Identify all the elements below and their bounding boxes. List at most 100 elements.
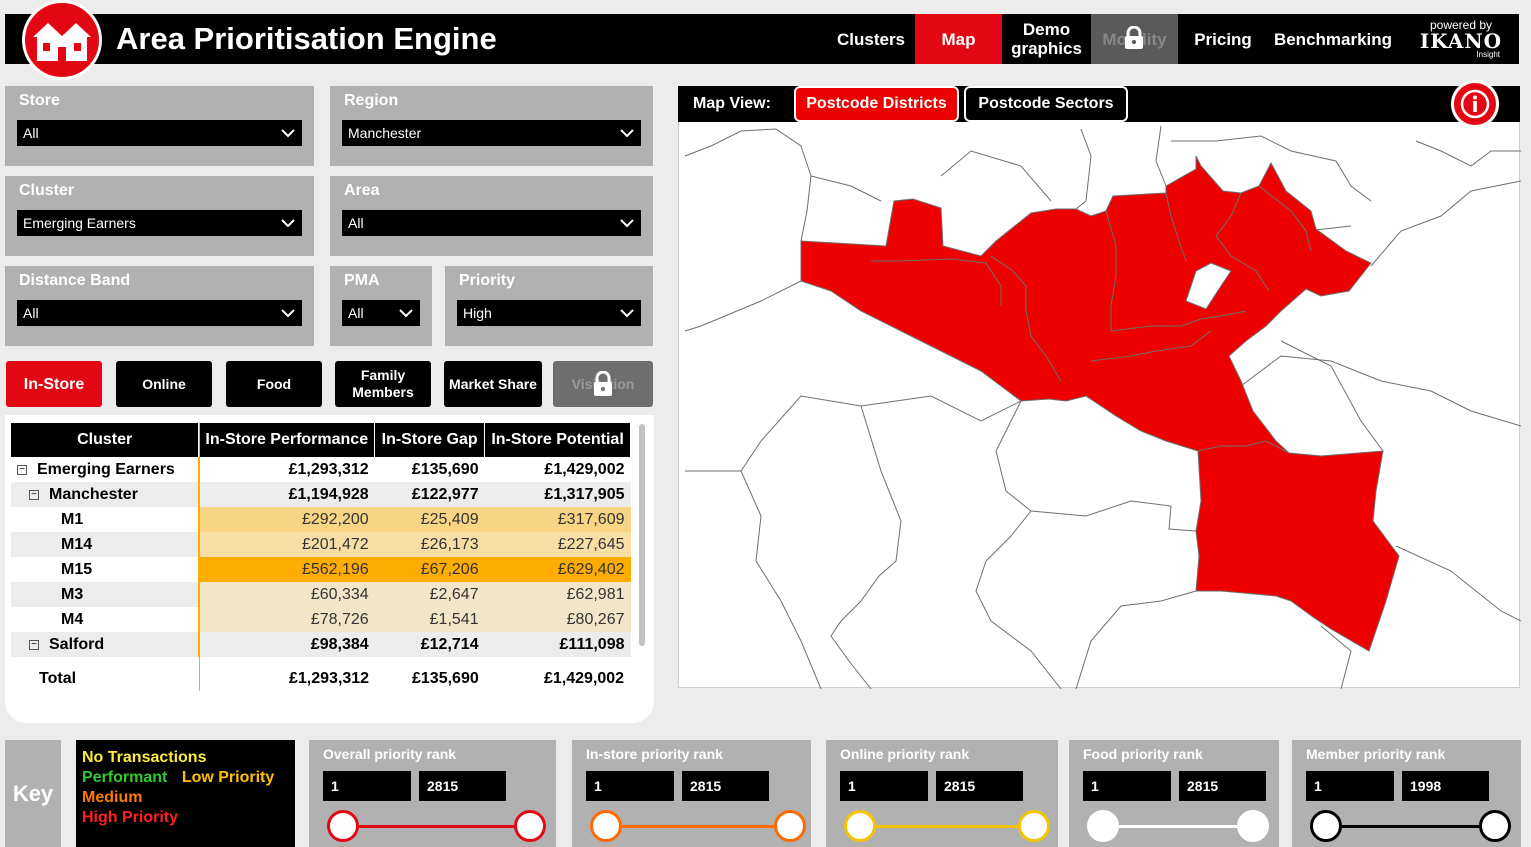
table-row[interactable]: − Salford £98,384 £12,714 £111,098: [11, 632, 631, 657]
collapse-icon[interactable]: −: [29, 639, 39, 650]
legend-no-transactions: No Transactions: [82, 749, 207, 766]
pma-select-value: All: [348, 305, 364, 321]
instore-rank-min-input[interactable]: 1: [586, 771, 674, 801]
table-row[interactable]: M14 £201,472 £26,173 £227,645: [11, 532, 631, 557]
instore-rank-track[interactable]: [605, 825, 790, 828]
key-label: Key: [5, 740, 61, 847]
nav-mobility[interactable]: Mobility: [1091, 14, 1178, 64]
distance-band-select[interactable]: All: [17, 300, 302, 326]
postcode-sectors-button[interactable]: Postcode Sectors: [964, 86, 1128, 122]
instore-rank-max-handle[interactable]: [774, 810, 806, 842]
instore-rank-min-handle[interactable]: [590, 810, 622, 842]
info-icon: [1460, 89, 1490, 119]
total-label: Total: [39, 670, 77, 687]
table-row[interactable]: − Manchester £1,194,928 £122,977 £1,317,9…: [11, 482, 631, 507]
instore-rank-max-input[interactable]: 2815: [682, 771, 769, 801]
food-rank-max-input[interactable]: 2815: [1179, 771, 1266, 801]
row-name: Manchester: [49, 485, 138, 503]
cluster-select-value: Emerging Earners: [23, 215, 136, 231]
collapse-icon[interactable]: −: [17, 464, 27, 475]
nav-benchmarking[interactable]: Benchmarking: [1273, 29, 1393, 49]
row-potential: £80,267: [484, 607, 631, 632]
filter-distance-band-label: Distance Band: [19, 272, 131, 289]
overall-rank-min-input[interactable]: 1: [323, 771, 411, 801]
tab-in-store[interactable]: In-Store: [6, 361, 102, 407]
col-header-potential[interactable]: In-Store Potential: [484, 423, 631, 457]
instore-rank-slider: In-store priority rank 1 2815: [572, 740, 811, 847]
food-rank-min-handle[interactable]: [1087, 810, 1119, 842]
postcode-map[interactable]: [679, 87, 1521, 689]
postcode-districts-button[interactable]: Postcode Districts: [794, 86, 959, 122]
region-select[interactable]: Manchester: [342, 120, 641, 146]
online-rank-max-handle[interactable]: [1018, 810, 1050, 842]
ikano-logo-text: IKANO: [1419, 29, 1503, 53]
app-title: Area Prioritisation Engine: [116, 21, 497, 56]
header-bar: [5, 14, 1519, 64]
filter-priority: Priority High: [445, 266, 653, 346]
filter-pma-label: PMA: [344, 272, 380, 289]
member-rank-track[interactable]: [1325, 825, 1495, 828]
map-view-label: Map View:: [693, 95, 771, 112]
overall-rank-max-input[interactable]: 2815: [419, 771, 506, 801]
row-gap: £1,541: [374, 607, 485, 632]
column-divider: [199, 423, 200, 691]
col-header-cluster[interactable]: Cluster: [11, 423, 200, 457]
table-row[interactable]: M4 £78,726 £1,541 £80,267: [11, 607, 631, 632]
store-select[interactable]: All: [17, 120, 302, 146]
member-rank-max-handle[interactable]: [1479, 810, 1511, 842]
online-rank-max-input[interactable]: 2815: [936, 771, 1023, 801]
member-rank-label: Member priority rank: [1306, 746, 1446, 762]
table-scrollbar[interactable]: [639, 424, 645, 646]
table-row[interactable]: M15 £562,196 £67,206 £629,402: [11, 557, 631, 582]
tab-food[interactable]: Food: [226, 361, 322, 407]
filter-region-label: Region: [344, 92, 399, 109]
overall-rank-track[interactable]: [342, 825, 530, 828]
area-select-value: All: [348, 215, 364, 231]
table-row[interactable]: M3 £60,334 £2,647 £62,981: [11, 582, 631, 607]
legend-medium: Medium: [82, 789, 143, 806]
cluster-select[interactable]: Emerging Earners: [17, 210, 302, 236]
pma-select[interactable]: All: [342, 300, 420, 326]
food-rank-track[interactable]: [1102, 825, 1252, 828]
nav-demographics[interactable]: Demo graphics: [1011, 20, 1082, 58]
food-rank-slider: Food priority rank 1 2815: [1069, 740, 1279, 847]
nav-map[interactable]: Map: [915, 14, 1002, 64]
col-header-gap[interactable]: In-Store Gap: [374, 423, 486, 457]
ikano-insight-label: Insight: [1476, 50, 1500, 59]
total-gap: £135,690: [412, 670, 479, 687]
row-name: Emerging Earners: [37, 460, 175, 478]
col-header-performance[interactable]: In-Store Performance: [198, 423, 376, 457]
row-performance: £78,726: [198, 607, 375, 632]
nav-pricing[interactable]: Pricing: [1194, 29, 1252, 49]
online-rank-track[interactable]: [859, 825, 1034, 828]
table-row[interactable]: − Emerging Earners £1,293,312 £135,690 £1…: [11, 457, 631, 482]
online-rank-min-handle[interactable]: [844, 810, 876, 842]
info-button[interactable]: [1451, 80, 1499, 128]
row-name: M15: [11, 557, 200, 582]
priority-select[interactable]: High: [457, 300, 641, 326]
priority-select-value: High: [463, 305, 492, 321]
member-rank-min-input[interactable]: 1: [1306, 771, 1394, 801]
member-rank-max-input[interactable]: 1998: [1402, 771, 1489, 801]
tab-market-share[interactable]: Market Share: [444, 361, 542, 407]
chevron-down-icon: [620, 309, 634, 318]
online-rank-slider: Online priority rank 1 2815: [826, 740, 1058, 847]
table-row[interactable]: M1 £292,200 £25,409 £317,609: [11, 507, 631, 532]
overall-rank-min-handle[interactable]: [327, 810, 359, 842]
high-priority-region[interactable]: [800, 155, 1400, 652]
online-rank-min-input[interactable]: 1: [840, 771, 928, 801]
nav-clusters[interactable]: Clusters: [836, 29, 906, 49]
row-performance: £98,384: [198, 632, 375, 657]
food-rank-min-input[interactable]: 1: [1083, 771, 1171, 801]
row-potential: £629,402: [484, 557, 631, 582]
filter-priority-label: Priority: [459, 272, 516, 289]
collapse-icon[interactable]: −: [29, 489, 39, 500]
food-rank-max-handle[interactable]: [1237, 810, 1269, 842]
home-logo[interactable]: [22, 0, 102, 80]
overall-rank-max-handle[interactable]: [514, 810, 546, 842]
tab-online[interactable]: Online: [116, 361, 212, 407]
member-rank-min-handle[interactable]: [1310, 810, 1342, 842]
tab-family-members[interactable]: Family Members: [335, 361, 431, 407]
area-select[interactable]: All: [342, 210, 641, 236]
tab-visitation[interactable]: Visitation: [553, 361, 653, 407]
